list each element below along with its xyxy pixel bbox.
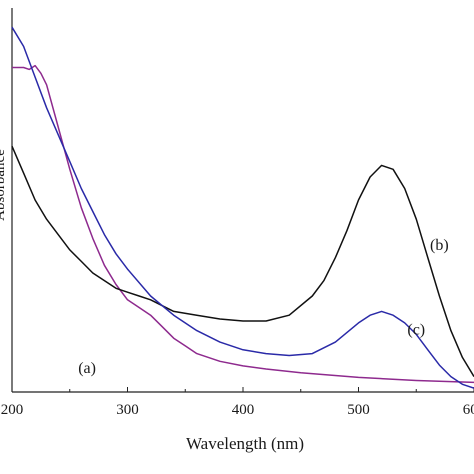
annotation-layer: (a) (b) (c): [78, 237, 448, 377]
series-line-2: [11, 26, 474, 389]
curve-label-1: (b): [430, 237, 449, 254]
x-tick-label-200: 200: [1, 402, 24, 418]
x-tick-label-400: 400: [232, 402, 255, 418]
series-line-1: [11, 145, 474, 377]
curve-label-2: (c): [407, 321, 425, 338]
x-axis-ticks: 200 300 400 500 600: [1, 387, 474, 418]
series-line-0: [12, 64, 474, 384]
series-layer: [11, 26, 474, 389]
x-tick-label-300: 300: [116, 402, 139, 418]
x-tick-label-500: 500: [347, 402, 370, 418]
x-axis-label: Wavelength (nm): [186, 434, 304, 453]
y-axis-label: Absorbance: [0, 149, 8, 221]
curve-label-0: (a): [78, 360, 96, 377]
plot-frame: [11, 8, 474, 393]
x-tick-label-600: 600: [463, 402, 474, 418]
